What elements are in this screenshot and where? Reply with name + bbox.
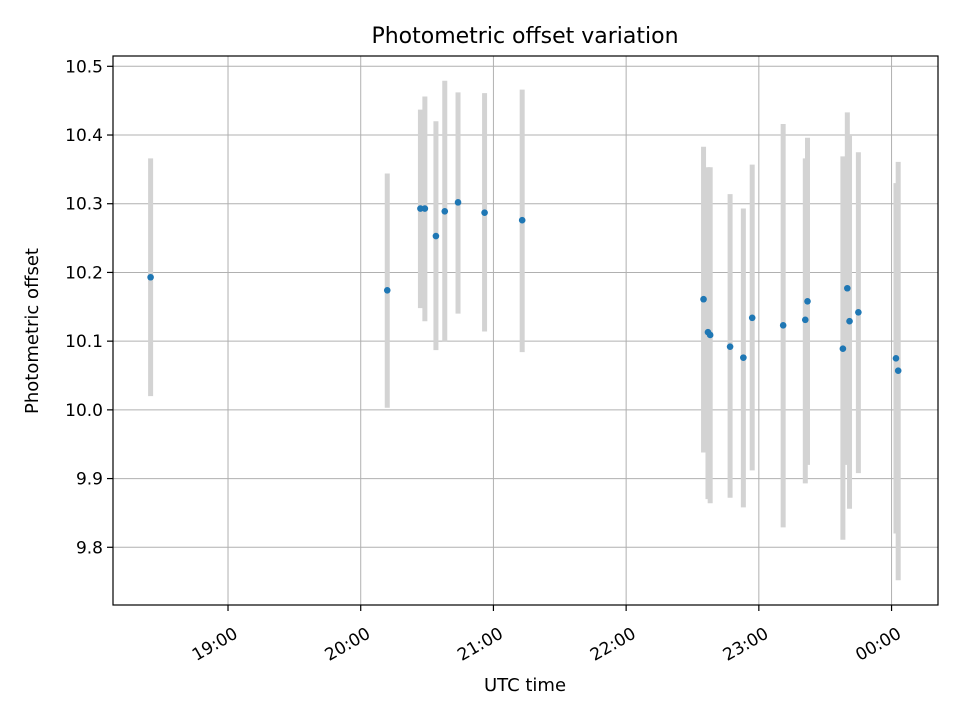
plot-frame	[112, 55, 939, 606]
data-point	[481, 209, 488, 216]
y-tick-label: 10.3	[65, 195, 103, 215]
data-points	[147, 199, 902, 374]
data-point	[441, 207, 449, 215]
y-tick-label: 10.1	[65, 332, 103, 352]
y-tick-label: 10.0	[65, 401, 103, 421]
data-point	[432, 232, 440, 240]
x-axis-label: UTC time	[484, 675, 566, 696]
y-tick-label: 9.8	[76, 538, 103, 558]
data-point	[700, 295, 707, 303]
data-point	[804, 297, 811, 305]
data-point	[844, 284, 851, 292]
data-point	[740, 354, 747, 361]
data-point	[846, 317, 853, 325]
data-point	[383, 287, 391, 294]
grid-lines	[113, 56, 938, 605]
data-point	[518, 216, 526, 224]
data-point	[454, 199, 462, 206]
data-point	[706, 331, 714, 339]
y-axis-label: Photometric offset	[22, 248, 43, 414]
data-point	[726, 343, 734, 350]
data-point	[892, 355, 900, 362]
data-point	[421, 205, 429, 212]
data-point	[839, 345, 847, 353]
data-point	[748, 314, 756, 322]
data-point	[779, 322, 787, 329]
y-tick-label: 10.4	[65, 126, 103, 146]
data-point	[801, 316, 809, 324]
data-point	[147, 273, 154, 281]
y-axis: 9.8 9.9 10.0 10.1 10.2 10.3 10.4 10.5	[65, 57, 113, 558]
y-tick-label: 9.9	[76, 470, 103, 490]
y-tick-label: 10.2	[65, 263, 103, 283]
y-tick-label: 10.5	[65, 57, 103, 77]
chart-title: Photometric offset variation	[371, 24, 678, 49]
data-point	[894, 367, 902, 374]
data-point	[855, 308, 862, 316]
